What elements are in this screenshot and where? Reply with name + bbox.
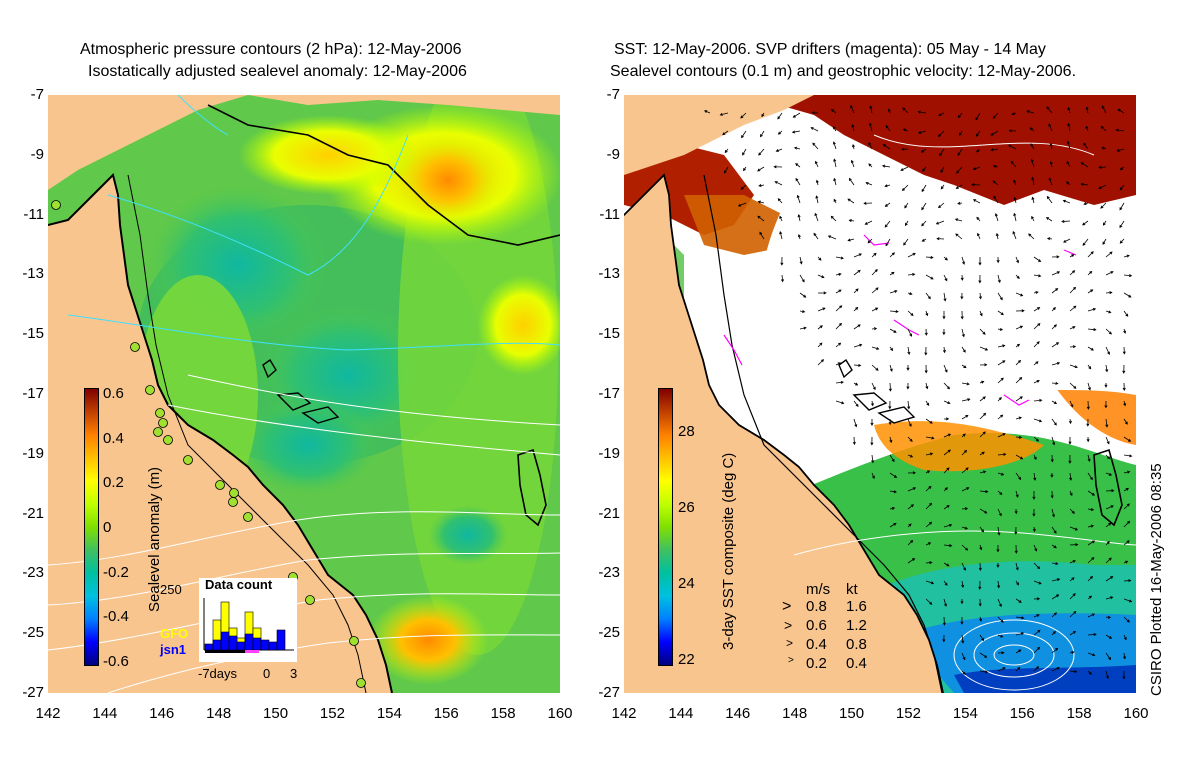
x-tick-label: 148 — [206, 705, 232, 722]
x-tick-label: 158 — [1066, 705, 1092, 722]
x-tick-label: 152 — [319, 705, 345, 722]
colorbar-tick-label: 24 — [678, 575, 695, 592]
colorbar-tick-label: 0.4 — [103, 429, 124, 447]
left-map-svg — [48, 95, 560, 693]
y-tick-label: -23 — [22, 564, 44, 582]
histogram-x-label-zero: 0 — [263, 666, 271, 681]
y-tick-label: -25 — [598, 624, 620, 642]
x-tick-label: 144 — [668, 705, 694, 722]
x-tick-label: 148 — [782, 705, 808, 722]
y-tick-label: -13 — [22, 265, 44, 283]
x-tick-label: 160 — [1123, 705, 1149, 722]
y-tick-label: -15 — [22, 325, 44, 343]
right-colorbar — [658, 388, 673, 666]
velocity-legend-kt: 0.4 — [846, 655, 867, 672]
credit-text: CSIRO Plotted 16-May-2006 08:35 — [1148, 463, 1165, 696]
x-tick-label: 152 — [895, 705, 921, 722]
histogram-x-label-start: -7days — [198, 666, 238, 681]
velocity-legend-arrow: > — [784, 617, 793, 633]
left-title-line1: Atmospheric pressure contours (2 hPa): 1… — [80, 41, 462, 58]
velocity-legend-arrow: > — [788, 655, 794, 666]
y-tick-label: -19 — [22, 444, 44, 462]
colorbar-tick-label: 26 — [678, 499, 695, 516]
x-tick-label: 156 — [1009, 705, 1035, 722]
x-tick-label: 158 — [490, 705, 516, 722]
histogram-inset — [199, 578, 297, 662]
y-tick-label: -7 — [606, 86, 620, 103]
right-colorbar-label: 3-day SST composite (deg C) — [720, 452, 737, 650]
y-tick-label: -11 — [599, 205, 620, 223]
y-tick-label: -13 — [598, 265, 620, 283]
colorbar-tick-label: -0.4 — [103, 608, 129, 626]
x-tick-label: 154 — [376, 705, 402, 722]
colorbar-tick-label: 22 — [678, 651, 695, 668]
x-tick-label: 160 — [547, 705, 573, 722]
x-tick-label: 142 — [35, 705, 61, 722]
histogram-title: Data count — [205, 577, 273, 592]
histogram-legend-gfo: GFO — [160, 626, 189, 641]
colorbar-tick-label: 0 — [103, 519, 112, 536]
colorbar-tick-label: 0.2 — [103, 474, 124, 492]
right-map — [624, 95, 1136, 693]
histogram-legend-jsn1: jsn1 — [160, 642, 187, 657]
y-tick-label: -25 — [22, 624, 44, 642]
y-tick-label: -15 — [598, 325, 620, 343]
y-tick-label: -27 — [598, 684, 620, 701]
velocity-legend-ms: 0.6 — [806, 617, 827, 634]
velocity-legend-kt: 1.6 — [846, 598, 867, 615]
velocity-legend-ms: 0.8 — [806, 598, 827, 615]
y-tick-label: -23 — [598, 564, 620, 582]
velocity-legend-kt: 1.2 — [846, 617, 867, 634]
y-tick-label: -17 — [598, 385, 620, 402]
histogram-svg — [203, 598, 294, 653]
x-tick-label: 146 — [725, 705, 751, 722]
velocity-legend-kt: 0.8 — [846, 636, 867, 653]
y-tick-label: -27 — [22, 684, 44, 701]
left-title-line2: Isostatically adjusted sealevel anomaly:… — [88, 63, 467, 80]
x-tick-label: 150 — [839, 705, 865, 722]
velocity-legend-ms: 0.2 — [806, 655, 827, 672]
colorbar-tick-label: -0.6 — [103, 653, 129, 670]
velocity-legend-arrow: > — [782, 598, 792, 615]
histogram-x-label-end: 3 — [290, 666, 298, 681]
velocity-legend-ms: 0.4 — [806, 636, 827, 653]
right-title-line1: SST: 12-May-2006. SVP drifters (magenta)… — [614, 41, 1046, 58]
right-map-svg — [624, 95, 1136, 693]
y-tick-label: -21 — [22, 504, 44, 522]
histogram-ymax: 250 — [160, 582, 182, 597]
x-tick-label: 146 — [149, 705, 175, 722]
x-tick-label: 150 — [263, 705, 289, 722]
x-tick-label: 144 — [92, 705, 118, 722]
x-tick-label: 142 — [611, 705, 637, 722]
y-tick-label: -19 — [598, 444, 620, 462]
left-map — [48, 95, 560, 693]
velocity-legend-header-kt: kt — [846, 581, 858, 598]
colorbar-tick-label: 28 — [678, 423, 695, 440]
left-colorbar — [84, 388, 99, 666]
y-tick-label: -9 — [30, 145, 44, 163]
velocity-legend-header-ms: m/s — [806, 581, 831, 598]
colorbar-tick-label: -0.2 — [103, 563, 129, 581]
colorbar-tick-label: 0.6 — [103, 385, 124, 402]
x-tick-label: 156 — [433, 705, 459, 722]
velocity-legend-arrow: > — [786, 636, 794, 650]
y-tick-label: -9 — [606, 145, 620, 163]
y-tick-label: -11 — [23, 205, 44, 223]
y-tick-label: -7 — [30, 86, 44, 103]
right-title-line2: Sealevel contours (0.1 m) and geostrophi… — [610, 63, 1077, 80]
y-tick-label: -17 — [22, 385, 44, 402]
x-tick-label: 154 — [952, 705, 978, 722]
y-tick-label: -21 — [598, 504, 620, 522]
